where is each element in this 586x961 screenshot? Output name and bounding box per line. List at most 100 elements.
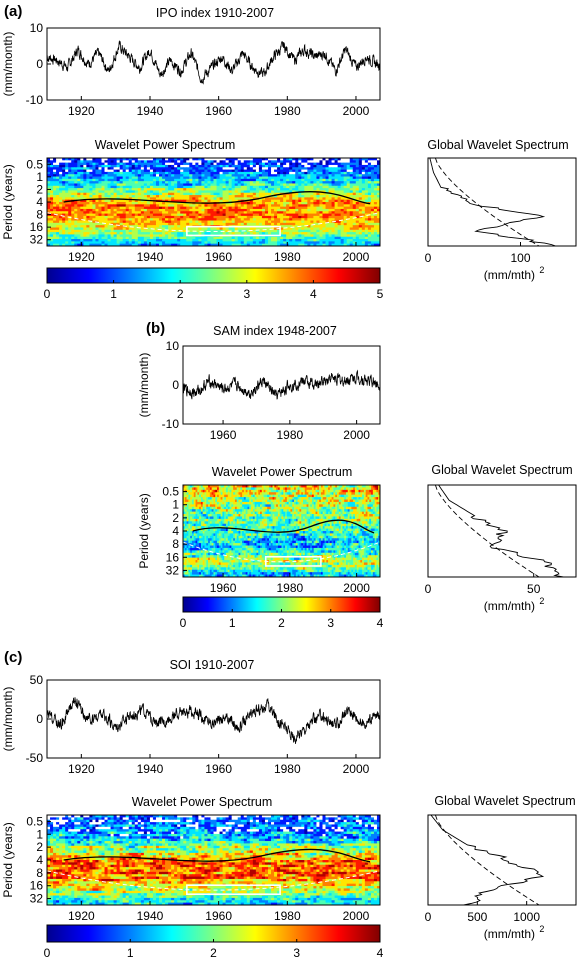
wps-cell [56,185,60,189]
wps-cell [137,169,142,173]
wps-cell [365,497,368,500]
wps-cell [86,236,90,240]
wps-cell [252,192,257,196]
wps-cell [255,158,260,161]
wps-cell [183,487,186,491]
wps-cell [77,162,81,166]
wps-cell [183,234,187,238]
wps-cell [74,232,78,235]
wps-cell [304,241,308,245]
wps-cell [140,171,145,175]
wps-cell [281,499,284,503]
wps-cell [222,162,227,166]
wps-cell [346,199,351,203]
wps-cell [234,489,238,493]
wps-cell [316,195,320,198]
wps-cell [219,181,223,184]
wps-cell [343,181,348,184]
wps-cell [68,174,72,177]
wps-cell [271,181,275,184]
wps-cell [280,190,284,194]
wps-cell [358,190,363,194]
wps-cell [95,185,99,189]
wps-cell [71,236,75,240]
wps-cell [271,208,275,212]
wps-cell [200,497,204,500]
wps-cell [183,229,187,233]
wps-cell [349,489,352,493]
wps-cell [122,204,127,208]
wps-cell [180,199,184,203]
wps-cell [370,167,375,170]
wps-cell [80,174,84,177]
wps-cell [258,489,261,493]
wps-cell [177,227,181,231]
wps-cell [304,497,307,500]
wps-cell [65,197,69,201]
wps-cell [261,204,266,208]
wps-cell [261,169,266,173]
wps-cells [183,485,380,577]
wps-cell [104,181,108,184]
wps-cell [224,487,227,491]
wps-cell [243,176,248,180]
wps-cell [261,227,266,231]
wps-cell [188,489,191,493]
wps-cell [213,190,217,194]
wps-cell [192,218,196,221]
wps-cell [131,243,136,246]
wps-cell [195,213,199,217]
wps-cell [53,202,57,205]
wps-cell [113,174,118,177]
wps-cell [283,202,287,205]
wps-cell [219,243,223,246]
wps-cell [207,192,211,196]
wps-cell [260,497,263,500]
wps-cell [186,222,190,226]
wps-cell [189,232,193,235]
wps-cell [306,494,309,498]
wps-cell [65,241,69,245]
wps-cell [125,167,130,170]
wps-cell [77,208,81,212]
wps-cell [298,202,302,205]
wps-cell [143,164,148,168]
wps-cell [146,171,151,175]
wps-cell [149,208,154,212]
wps-cell [370,225,375,228]
wps-cell [116,176,121,180]
wps-cell [95,190,99,194]
ts-xtick-label: 1960 [210,428,237,442]
wps-cell [56,222,60,226]
wps-cell [292,183,296,187]
wps-cell [289,215,293,219]
wps-cell [204,204,208,208]
wps-cell [186,178,190,182]
wps-cell [174,241,178,245]
wps-cell [289,171,293,175]
wps-cell [62,206,66,210]
wps-cell [238,494,241,498]
wps-cell [369,485,372,488]
wps-cell [316,199,320,203]
wps-cell [252,215,257,219]
wps-cell [340,206,345,210]
wps-cell [213,197,217,201]
wps-cell [349,492,352,496]
wps-cell [143,225,148,228]
wps-cell [246,215,251,219]
wps-cell [283,183,287,187]
wps-cell [267,164,272,168]
wps-cell [307,185,311,189]
wps-cell [213,183,217,187]
wps-cell [343,220,348,224]
wps-cell [280,202,284,205]
wps-cell [277,202,281,205]
wps-cell [62,220,66,224]
wps-cell [47,183,51,187]
wps-cell [174,164,178,168]
wps-cell [240,213,245,217]
wps-cell [231,227,236,231]
wps-cell [180,171,184,175]
wps-cell [272,489,275,493]
